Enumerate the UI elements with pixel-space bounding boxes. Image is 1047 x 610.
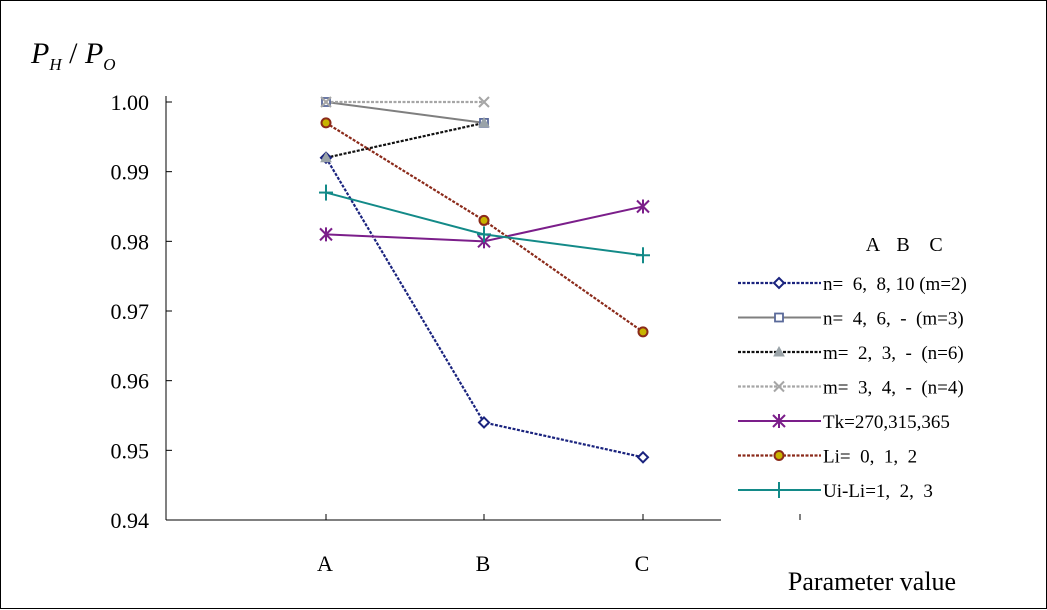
data-point-series-2 bbox=[478, 116, 490, 128]
legend-swatch-marker bbox=[773, 450, 785, 461]
data-point-series-6 bbox=[477, 226, 491, 243]
legend-label: n= 4, 6, - (m=3) bbox=[823, 309, 964, 330]
legend-item: m= 2, 3, - (n=6) bbox=[738, 343, 964, 364]
y-tick-label: 1.00 bbox=[111, 90, 150, 115]
data-point-series-5 bbox=[478, 214, 490, 226]
x-axis-ticks: A B C bbox=[165, 514, 801, 576]
legend-label: Li= 0, 1, 2 bbox=[823, 447, 917, 468]
y-axis-title-numerator-subscript: H bbox=[48, 55, 63, 74]
data-point-series-4 bbox=[319, 227, 333, 242]
legend-header-label: C bbox=[929, 234, 942, 256]
y-axis-title-denominator: P bbox=[84, 37, 103, 70]
y-axis-title-slash: / bbox=[62, 37, 85, 70]
data-point-series-0 bbox=[477, 416, 491, 429]
legend-label: n= 6, 8, 10 (m=2) bbox=[823, 274, 967, 295]
legend-item: Tk=270,315,365 bbox=[738, 412, 950, 433]
legend-label: m= 3, 4, - (n=4) bbox=[823, 378, 964, 399]
x-tick-label: A bbox=[317, 551, 333, 576]
data-point-series-5 bbox=[320, 117, 332, 129]
data-point-series-0 bbox=[636, 450, 650, 464]
series-line-2 bbox=[325, 121, 485, 159]
x-tick-label: C bbox=[635, 551, 650, 576]
legend-header-label: B bbox=[896, 234, 909, 256]
legend-swatch-marker bbox=[773, 380, 785, 393]
series-line-1 bbox=[325, 101, 485, 124]
y-axis-title-numerator: P bbox=[30, 37, 49, 70]
data-point-series-6 bbox=[319, 184, 333, 201]
legend-swatch-marker bbox=[772, 276, 786, 290]
y-tick-label: 0.94 bbox=[111, 508, 150, 533]
y-axis-ticks: 0.94 0.95 0.96 0.97 0.98 0.99 1.00 bbox=[111, 90, 172, 533]
data-point-series-4 bbox=[636, 199, 650, 214]
data-point-series-5 bbox=[637, 326, 649, 338]
series-line-0 bbox=[325, 157, 644, 459]
legend-swatch-marker bbox=[773, 345, 785, 357]
y-axis-title-denominator-subscript: O bbox=[103, 55, 115, 74]
legend-label: m= 2, 3, - (n=6) bbox=[823, 343, 964, 364]
legend-item: n= 4, 6, - (m=3) bbox=[738, 309, 964, 330]
y-tick-label: 0.99 bbox=[111, 160, 150, 185]
legend-item: n= 6, 8, 10 (m=2) bbox=[738, 274, 967, 295]
legend-label: Tk=270,315,365 bbox=[823, 412, 950, 433]
series-layer bbox=[319, 96, 650, 464]
legend: A B Cn= 6, 8, 10 (m=2) n= 4, 6, - (m=3) m= 2… bbox=[738, 234, 967, 502]
legend-label: Ui-Li=1, 2, 3 bbox=[823, 481, 933, 502]
legend-item: m= 3, 4, - (n=4) bbox=[738, 378, 964, 399]
legend-swatch-marker bbox=[772, 482, 786, 498]
y-tick-label: 0.98 bbox=[111, 229, 150, 254]
data-point-series-6 bbox=[636, 247, 650, 264]
x-axis-title: Parameter value bbox=[788, 567, 956, 596]
data-point-series-2 bbox=[320, 151, 332, 163]
y-tick-label: 0.96 bbox=[111, 369, 150, 394]
legend-header-label: A bbox=[866, 234, 881, 256]
data-point-series-3 bbox=[478, 96, 490, 108]
y-axis-title: PH / PO bbox=[30, 37, 116, 74]
legend-swatch-marker bbox=[774, 312, 784, 323]
legend-item: Ui-Li=1, 2, 3 bbox=[738, 481, 933, 502]
y-tick-label: 0.97 bbox=[111, 299, 150, 324]
y-tick-label: 0.95 bbox=[111, 438, 150, 463]
data-point-series-3 bbox=[320, 96, 332, 108]
x-tick-label: B bbox=[476, 551, 491, 576]
legend-item: Li= 0, 1, 2 bbox=[738, 447, 917, 468]
legend-swatch-marker bbox=[772, 414, 786, 428]
